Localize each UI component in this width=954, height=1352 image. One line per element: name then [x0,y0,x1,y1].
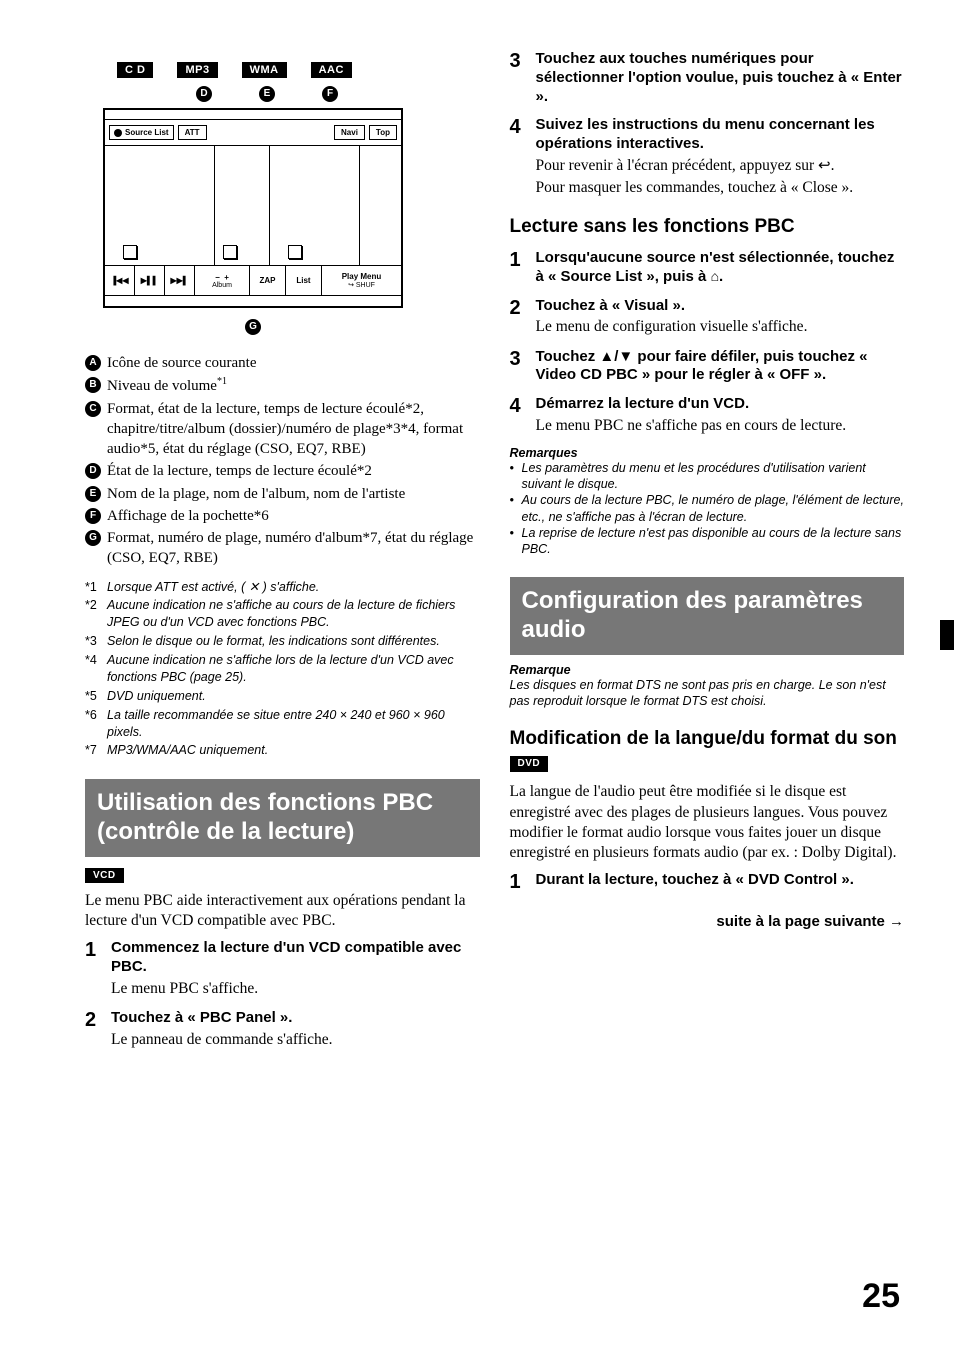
legend-c: Format, état de la lecture, temps de lec… [107,399,480,460]
marker-f: F [322,86,338,102]
ls-step-2: 2 Touchez à « Visual ». Le menu de confi… [510,297,905,338]
marker-g: G [245,319,261,335]
section-pbc: Utilisation des fonctions PBC (contrôle … [85,779,480,857]
pbc-intro: Le menu PBC aide interactivement aux opé… [85,891,480,931]
screen-mock: Source List ATT Navi Top ▐◀◀ ▶▌▌ ▶▶▌ [103,108,403,308]
legend-b: Niveau de volume*1 [107,375,227,396]
playmenu-btn: Play Menu ↪ SHUF [322,266,401,295]
section-config-audio: Configuration des paramètres audio [510,577,905,655]
badge-wma: WMA [242,62,287,78]
legend-f: Affichage de la pochette*6 [107,506,269,526]
marker-e: E [259,86,275,102]
legend-e: Nom de la plage, nom de l'album, nom de … [107,484,405,504]
album-btn: − + Album [195,266,250,295]
mod-langue-intro: La langue de l'audio peut être modifiée … [510,782,905,863]
return-icon: ↩ [818,157,831,177]
ls-step-3: 3 Touchez ▲/▼ pour faire défiler, puis t… [510,348,905,386]
badge-aac: AAC [311,62,352,78]
screen-diagram: C D MP3 WMA AAC D E F Source List ATT Na… [103,62,480,335]
format-badges: C D MP3 WMA AAC [117,62,480,78]
navi-btn: Navi [334,125,365,140]
top-btn: Top [369,125,397,140]
legend-g: Format, numéro de plage, numéro d'album*… [107,528,480,569]
source-list-btn: Source List [109,125,174,140]
left-step-2: 2 Touchez à « PBC Panel ». Le panneau de… [85,1009,480,1050]
dvd-tag: DVD [510,756,549,772]
top-markers: D E F [196,86,480,102]
continue-text: suite à la page suivante → [510,913,905,930]
legend-list: AIcône de source courante BNiveau de vol… [85,353,480,569]
ml-step-1: 1 Durant la lecture, touchez à « DVD Con… [510,871,905,893]
config-remark-head: Remarque [510,663,905,677]
footnotes: *1Lorsque ATT est activé, ( ✕ ) s'affich… [85,579,480,760]
fn-2: Aucune indication ne s'affiche au cours … [107,597,480,631]
remarks-list: •Les paramètres du menu et les procédure… [510,460,905,558]
side-tab [940,620,954,650]
fn-1: Lorsque ATT est activé, ( ✕ ) s'affiche. [107,579,319,596]
zap-btn: ZAP [250,266,286,295]
vcd-tag: VCD [85,868,124,883]
left-step-1: 1 Commencez la lecture d'un VCD compatib… [85,939,480,999]
fn-3: Selon le disque ou le format, les indica… [107,633,440,650]
badge-cd: C D [117,62,153,78]
fn-5: DVD uniquement. [107,688,206,705]
ls-step-4: 4 Démarrez la lecture d'un VCD. Le menu … [510,395,905,436]
config-remark: Les disques en format DTS ne sont pas pr… [510,677,905,710]
list-btn: List [286,266,322,295]
mod-langue-title: Modification de la langue/du format du s… [510,728,905,773]
badge-mp3: MP3 [177,62,217,78]
home-icon: ⌂ [711,268,719,286]
fn-7: MP3/WMA/AAC uniquement. [107,742,268,759]
right-step-4: 4 Suivez les instructions du menu concer… [510,116,905,198]
play-btn: ▶▌▌ [135,266,165,295]
marker-d: D [196,86,212,102]
ls-step-1: 1 Lorsqu'aucune source n'est sélectionné… [510,249,905,287]
lecture-sans-title: Lecture sans les fonctions PBC [510,216,905,239]
prev-btn: ▐◀◀ [105,266,135,295]
fn-6: La taille recommandée se situe entre 240… [107,707,480,741]
right-step-3: 3 Touchez aux touches numériques pour sé… [510,50,905,106]
fn-4: Aucune indication ne s'affiche lors de l… [107,652,480,686]
att-btn: ATT [178,125,207,140]
legend-d: État de la lecture, temps de lecture éco… [107,461,372,481]
legend-a: Icône de source courante [107,353,257,373]
remarks-head: Remarques [510,446,905,460]
next-btn: ▶▶▌ [165,266,195,295]
page-number: 25 [862,1277,900,1316]
